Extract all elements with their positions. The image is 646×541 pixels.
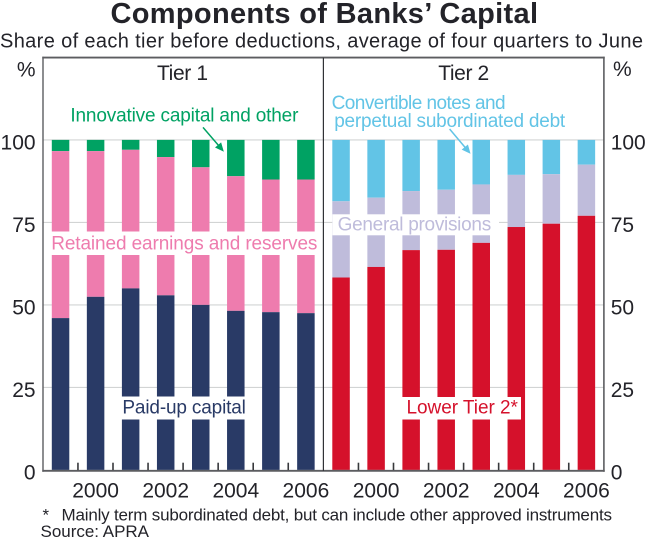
svg-text:2000: 2000: [353, 480, 400, 503]
svg-text:2004: 2004: [212, 480, 259, 503]
svg-text:Components of Banks’ Capital: Components of Banks’ Capital: [111, 0, 539, 30]
svg-text:Lower Tier 2*: Lower Tier 2*: [407, 398, 519, 419]
svg-text:Share of each tier before dedu: Share of each tier before deductions, av…: [0, 30, 643, 52]
svg-text:Mainly term subordinated debt,: Mainly term subordinated debt, but can i…: [62, 505, 613, 524]
svg-text:%: %: [613, 58, 632, 81]
svg-text:100: 100: [611, 132, 646, 155]
svg-text:50: 50: [611, 297, 634, 320]
svg-text:2002: 2002: [142, 480, 189, 503]
svg-text:perpetual subordinated debt: perpetual subordinated debt: [334, 111, 566, 132]
svg-text:Tier 2: Tier 2: [438, 62, 489, 85]
svg-text:25: 25: [611, 379, 634, 402]
svg-text:0: 0: [611, 462, 623, 485]
svg-text:2002: 2002: [423, 480, 470, 503]
svg-text:0: 0: [24, 462, 36, 485]
svg-text:2000: 2000: [72, 480, 119, 503]
svg-text:2004: 2004: [493, 480, 540, 503]
svg-text:Innovative capital and other: Innovative capital and other: [70, 106, 299, 127]
svg-text:Paid-up capital: Paid-up capital: [122, 398, 245, 419]
svg-text:%: %: [17, 58, 36, 81]
svg-text:2006: 2006: [283, 480, 330, 503]
svg-text:50: 50: [12, 297, 35, 320]
svg-text:Source: APRA: Source: APRA: [41, 522, 150, 541]
svg-text:75: 75: [611, 214, 634, 237]
svg-text:Convertible notes and: Convertible notes and: [332, 93, 506, 114]
svg-text:Retained earnings and reserves: Retained earnings and reserves: [51, 234, 317, 255]
svg-text:100: 100: [1, 132, 36, 155]
svg-text:25: 25: [12, 379, 35, 402]
svg-text:*: *: [43, 505, 50, 524]
svg-text:2006: 2006: [563, 480, 610, 503]
svg-text:General provisions: General provisions: [338, 214, 492, 235]
svg-text:Tier 1: Tier 1: [157, 62, 208, 85]
svg-text:75: 75: [12, 214, 35, 237]
